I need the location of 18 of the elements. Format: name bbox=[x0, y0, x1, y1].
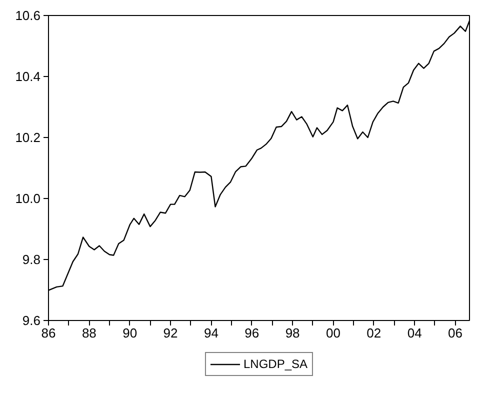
legend-label: LNGDP_SA bbox=[243, 357, 308, 371]
y-tick-label: 10.4 bbox=[15, 69, 41, 84]
x-tick-label: 94 bbox=[204, 326, 218, 340]
x-tick-label: 98 bbox=[285, 326, 300, 340]
y-tick-label: 10.6 bbox=[15, 8, 41, 23]
y-tick-label: 10.0 bbox=[15, 191, 41, 206]
x-tick-label: 88 bbox=[82, 326, 96, 340]
y-tick-label: 9.6 bbox=[22, 313, 41, 328]
x-tick-label: 86 bbox=[41, 326, 56, 340]
y-tick-label: 10.2 bbox=[15, 130, 41, 145]
x-tick-label: 92 bbox=[163, 326, 178, 340]
x-tick-label: 06 bbox=[448, 326, 462, 340]
y-tick-label: 9.8 bbox=[22, 252, 41, 267]
x-tick-label: 04 bbox=[407, 326, 422, 340]
x-tick-label: 02 bbox=[366, 326, 382, 340]
x-tick-label: 90 bbox=[122, 326, 138, 340]
x-tick-label: 00 bbox=[326, 326, 340, 340]
x-tick-label: 96 bbox=[244, 326, 260, 340]
